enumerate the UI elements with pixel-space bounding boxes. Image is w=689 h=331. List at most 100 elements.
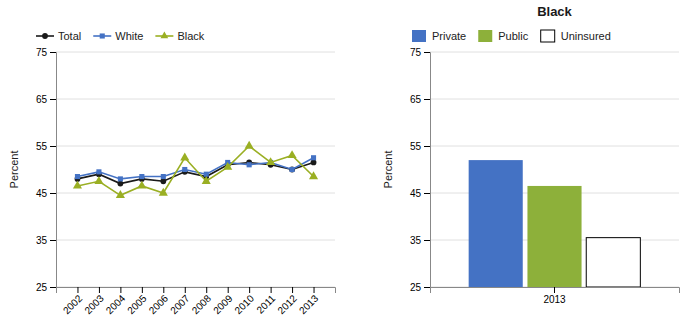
legend: TotalWhiteBlack [36, 30, 205, 42]
tick-label: 65 [36, 94, 48, 105]
legend-swatch [412, 30, 426, 42]
tick: 2003 [82, 287, 106, 316]
marker [116, 190, 125, 198]
legend-entry: Total [36, 30, 81, 42]
tick: 2009 [211, 287, 235, 316]
legend-entry: Private [412, 30, 466, 42]
tick-label: 2013 [297, 292, 321, 316]
axis-domain [50, 53, 57, 288]
tick: 2012 [275, 287, 299, 316]
grid-line [430, 99, 679, 100]
tick: 2008 [190, 287, 214, 316]
tick: 25 [36, 282, 56, 293]
tick-mark [554, 287, 555, 293]
legend-swatch [42, 33, 48, 39]
tick-label: 25 [36, 282, 48, 293]
legend-entry: White [93, 30, 143, 42]
tick: 2005 [125, 287, 149, 316]
bar [469, 160, 523, 287]
tick-label: 75 [36, 47, 48, 58]
y-axis: 253545556575 [36, 47, 57, 293]
marker [118, 181, 124, 187]
marker [247, 162, 252, 167]
tick-mark [206, 287, 207, 293]
marker [75, 174, 80, 179]
tick-label: 35 [410, 235, 422, 246]
marker [288, 150, 297, 158]
grid-line [430, 52, 679, 53]
tick-label: 2010 [233, 292, 257, 316]
marker [118, 176, 123, 181]
y-axis: 25 35 45 55 65 75 [410, 47, 431, 293]
marker [160, 178, 166, 184]
legend-swatch [478, 30, 492, 42]
legend-label: Uninsured [561, 30, 611, 42]
legend-label: Private [432, 30, 466, 42]
bar [527, 186, 581, 287]
tick: 2011 [254, 287, 277, 316]
tick-mark [271, 287, 272, 293]
bar [586, 238, 640, 287]
marker [289, 167, 295, 173]
tick-label: 2013 [543, 294, 566, 305]
grid-line [56, 52, 335, 53]
axis-domain [424, 53, 431, 288]
tick: 55 [410, 141, 430, 152]
marker [204, 172, 209, 177]
tick: 2004 [104, 287, 128, 316]
marker [311, 160, 317, 166]
legend-entry: Public [478, 30, 528, 42]
tick-label: 35 [36, 235, 48, 246]
marker [202, 176, 211, 184]
axis-domain [431, 288, 680, 294]
legend-label: Total [58, 30, 81, 42]
marker [223, 162, 232, 170]
grid-line [56, 146, 335, 147]
chart-root: 253545556575Percent200220032004200520062… [0, 0, 689, 331]
tick: 2006 [147, 287, 171, 316]
line [77, 146, 313, 195]
tick-mark [50, 99, 56, 100]
tick-mark [50, 240, 56, 241]
tick-label: 75 [410, 47, 422, 58]
tick-mark [50, 287, 56, 288]
legend-swatch [161, 32, 169, 39]
chart-title: Black [537, 4, 572, 19]
tick-mark [249, 287, 250, 293]
marker [159, 188, 168, 196]
panel: 253545556575PercentBlack2013 [382, 4, 680, 305]
tick-label: 2012 [275, 292, 299, 316]
grid [56, 52, 335, 287]
tick: 2013 [543, 287, 566, 305]
marker [73, 181, 82, 189]
tick: 2002 [61, 287, 85, 316]
tick-mark [314, 287, 315, 293]
plot-marks [73, 141, 318, 198]
tick: 2010 [233, 287, 257, 316]
panel: 253545556575Percent200220032004200520062… [8, 47, 336, 316]
tick-mark [50, 146, 56, 147]
marker [311, 155, 316, 160]
tick-label: 2006 [147, 292, 171, 316]
tick: 25 [410, 282, 430, 293]
marker [96, 169, 101, 174]
x-axis: 2013 [431, 287, 680, 305]
tick-label: 2005 [125, 292, 149, 316]
legend-entry: Uninsured [541, 30, 611, 42]
tick-mark [163, 287, 164, 293]
tick-mark [50, 193, 56, 194]
tick-mark [142, 287, 143, 293]
legend: Private Public Uninsured [412, 30, 611, 42]
axis-domain [57, 288, 336, 294]
tick-label: 2008 [190, 292, 214, 316]
tick-label: 65 [410, 94, 422, 105]
tick-label: 25 [410, 282, 422, 293]
legend-swatch [100, 33, 105, 38]
grid-line [430, 146, 679, 147]
tick-label: 2004 [104, 292, 128, 316]
marker [180, 152, 189, 160]
tick-label: 45 [410, 188, 422, 199]
marker [290, 167, 295, 172]
tick-label: 2002 [61, 292, 85, 316]
tick-mark [424, 193, 430, 194]
